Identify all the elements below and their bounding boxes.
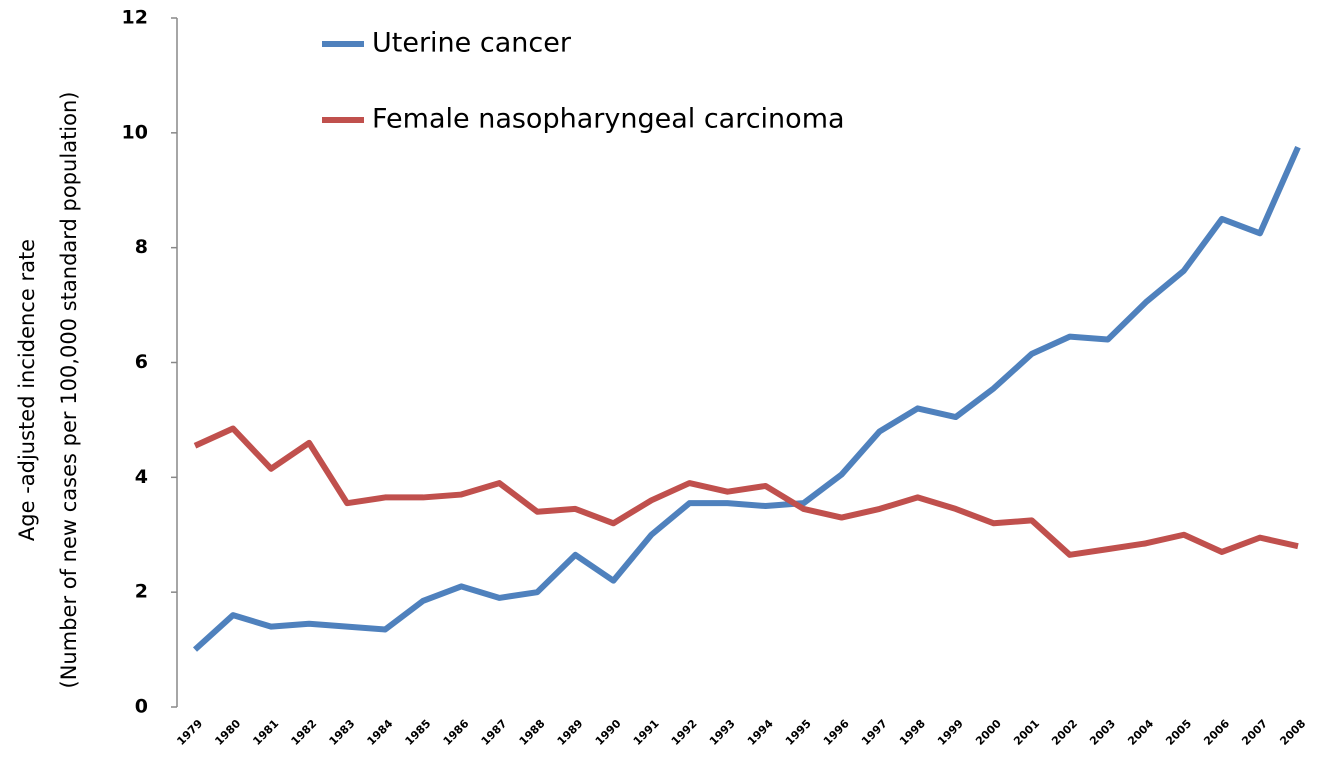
legend-label: Uterine cancer [372, 28, 572, 59]
y-tick-label: 6 [135, 351, 148, 373]
x-tick-label: 1985 [403, 717, 434, 748]
x-tick-label: 1991 [631, 717, 662, 748]
x-tick-label: 2008 [1277, 717, 1308, 748]
x-tick-label: 2001 [1011, 717, 1042, 748]
x-tick-label: 2003 [1087, 717, 1118, 748]
x-tick-label: 1997 [859, 717, 890, 748]
x-tick-label: 1996 [821, 717, 852, 748]
x-tick-label: 1994 [745, 717, 776, 748]
x-tick-label: 1986 [441, 717, 472, 748]
x-tick-label: 1981 [250, 717, 281, 748]
y-axis-label: Age -adjusted incidence rate [15, 239, 39, 541]
y-axis-label: (Number of new cases per 100,000 standar… [57, 92, 81, 689]
x-tick-label: 1980 [212, 717, 243, 748]
y-tick-label: 10 [122, 121, 148, 143]
y-tick-label: 0 [135, 696, 148, 718]
y-tick-label: 2 [135, 581, 148, 603]
legend-label: Female nasopharyngeal carcinoma [372, 104, 845, 135]
y-tick-label: 12 [122, 7, 148, 29]
x-tick-label: 1983 [327, 717, 358, 748]
x-tick-label: 1984 [365, 717, 396, 748]
x-tick-label: 1979 [174, 717, 205, 748]
x-tick-label: 1990 [593, 717, 624, 748]
x-tick-label: 2000 [973, 717, 1004, 748]
x-tick-label: 1988 [517, 717, 548, 748]
y-tick-label: 8 [135, 236, 148, 258]
x-tick-label: 2002 [1049, 717, 1080, 748]
x-tick-label: 2004 [1125, 717, 1156, 748]
x-tick-label: 1995 [783, 717, 814, 748]
x-tick-label: 1992 [669, 717, 700, 748]
x-tick-label: 1982 [288, 717, 319, 748]
y-tick-label: 4 [135, 466, 148, 488]
x-tick-label: 1989 [555, 717, 586, 748]
line [193, 425, 1299, 558]
line [192, 145, 1301, 652]
x-tick-label: 2007 [1239, 717, 1270, 748]
x-tick-label: 2005 [1163, 717, 1194, 748]
x-tick-label: 1987 [479, 717, 510, 748]
x-tick-label: 1999 [935, 717, 966, 748]
x-tick-label: 1993 [707, 717, 738, 748]
x-tick-label: 2006 [1201, 717, 1232, 748]
x-tick-label: 1998 [897, 717, 928, 748]
